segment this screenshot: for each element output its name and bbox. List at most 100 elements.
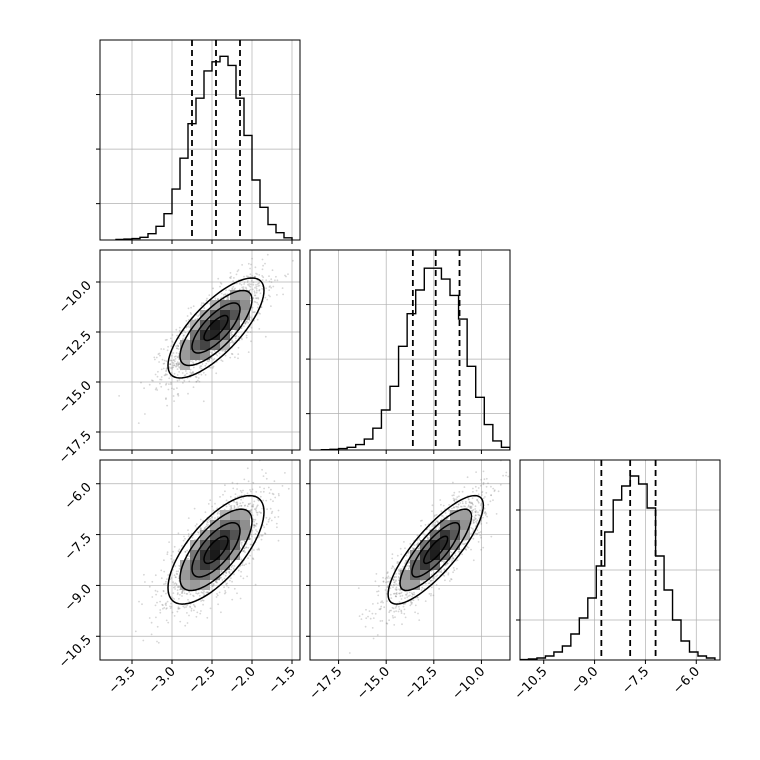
- scatter-3-vs-2-point-606: [386, 572, 389, 575]
- scatter-2-vs-1-point-386: [212, 287, 215, 290]
- scatter-2-vs-1-point-566: [165, 397, 167, 400]
- scatter-2-vs-1-point-1102: [151, 379, 153, 382]
- scatter-3-vs-1-point-1741: [265, 477, 268, 480]
- scatter-3-vs-2-point-227: [456, 496, 459, 498]
- scatter-3-vs-1-point-1005: [187, 529, 189, 531]
- scatter-2-vs-1-point-1499: [162, 362, 165, 365]
- scatter-3-vs-2-point-978: [398, 592, 401, 595]
- scatter-2-vs-1-point-869: [268, 275, 270, 277]
- scatter-3-vs-1-point-1075: [155, 616, 157, 619]
- scatter-3-vs-1-point-1446: [202, 599, 205, 602]
- scatter-2-vs-1-point-1319: [261, 268, 264, 271]
- scatter-3-vs-2-density: [348, 460, 510, 654]
- scatter-2-vs-1-point-1556: [189, 368, 192, 371]
- scatter-2-vs-1-point-1186: [224, 350, 226, 353]
- scatter-3-vs-2-point-761: [398, 572, 400, 575]
- scatter-2-vs-1-cell-13-14: [230, 300, 240, 310]
- scatter-3-vs-1-point-129: [259, 486, 261, 488]
- scatter-2-vs-1-point-377: [231, 287, 234, 290]
- scatter-3-vs-1-point-1513: [239, 597, 242, 600]
- scatter-3-vs-2-point-876: [460, 505, 463, 508]
- scatter-3-vs-1-point-235: [257, 547, 260, 550]
- scatter-2-vs-1-point-1677: [255, 297, 257, 300]
- scatter-3-vs-2-point-936: [452, 557, 455, 560]
- scatter-2-vs-1-point-491: [208, 360, 211, 362]
- scatter-3-vs-2-point-1089: [466, 476, 469, 479]
- scatter-3-vs-1-point-957: [219, 496, 221, 498]
- scatter-3-vs-2-point-862: [409, 543, 412, 545]
- scatter-2-vs-1-point-823: [198, 314, 201, 316]
- scatter-3-vs-1-point-825: [197, 532, 200, 534]
- scatter-2-vs-1-point-189: [155, 356, 158, 359]
- scatter-3-vs-1-cell-8-7: [180, 580, 190, 590]
- scatter-3-vs-1-point-347: [243, 504, 246, 507]
- scatter-2-vs-1-point-652: [241, 338, 243, 341]
- scatter-3-vs-2-point-1071: [404, 568, 407, 570]
- scatter-3-vs-2-point-1048: [396, 554, 399, 557]
- scatter-3-vs-1-point-1019: [214, 580, 217, 583]
- scatter-3-vs-2-point-122: [483, 512, 486, 515]
- scatter-2-vs-1-point-1132: [253, 292, 256, 294]
- scatter-2-vs-1-point-1227: [254, 301, 257, 303]
- scatter-2-vs-1-point-1151: [176, 364, 179, 367]
- scatter-3-vs-1-cell-10-7: [200, 580, 210, 590]
- scatter-3-vs-2-point-434: [442, 515, 444, 517]
- scatter-3-vs-2-point-294: [395, 604, 398, 607]
- scatter-2-vs-1-point-965: [203, 307, 206, 310]
- scatter-3-vs-2-point-997: [453, 499, 455, 502]
- scatter-3-vs-2-point-259: [461, 500, 464, 503]
- scatter-3-vs-1-point-1007: [272, 500, 274, 503]
- scatter-3-vs-1-point-1256: [172, 586, 175, 589]
- scatter-3-vs-1-point-1762: [264, 532, 266, 535]
- scatter-3-vs-1-point-744: [268, 492, 271, 494]
- scatter-2-vs-1-point-725: [207, 360, 210, 363]
- scatter-3-vs-1-point-1580: [154, 589, 157, 592]
- scatter-3-vs-1-point-565: [255, 507, 258, 509]
- scatter-3-vs-1-point-782: [166, 553, 169, 556]
- scatter-3-vs-2-point-640: [480, 523, 483, 525]
- scatter-2-vs-1-point-753: [165, 398, 167, 400]
- scatter-3-vs-1-point-1277: [174, 582, 177, 584]
- scatter-2-vs-1-point-1221: [262, 264, 264, 267]
- hist-param-1-bar-10: [196, 98, 204, 240]
- scatter-2-vs-1-ytick-label-0: −17.5: [56, 428, 95, 467]
- scatter-3-vs-1-point-1763: [216, 507, 219, 510]
- scatter-2-vs-1-point-258: [247, 262, 250, 265]
- scatter-3-vs-1-point-139: [262, 490, 265, 493]
- scatter-3-vs-2-point-825: [431, 525, 434, 527]
- scatter-3-vs-1-point-945: [164, 582, 167, 585]
- scatter-3-vs-2-point-785: [378, 608, 381, 611]
- hist-param-1-bars: [115, 40, 293, 240]
- scatter-3-vs-1-cell-12-10: [220, 550, 230, 560]
- scatter-2-vs-1-point-1167: [160, 368, 163, 371]
- scatter-2-vs-1-point-1452: [253, 275, 256, 278]
- scatter-2-vs-1-point-1292: [177, 348, 180, 350]
- scatter-3-vs-2-point-658: [444, 512, 447, 514]
- scatter-2-vs-1-point-1579: [234, 335, 237, 338]
- hist-param-2-bar-8: [390, 386, 399, 450]
- scatter-2-vs-1-point-1211: [211, 367, 214, 369]
- scatter-3-vs-2-point-908: [395, 586, 398, 589]
- scatter-3-vs-1-point-454: [241, 564, 244, 566]
- scatter-2-vs-1-point-1302: [195, 380, 198, 383]
- scatter-3-vs-1-contour-3: [167, 494, 265, 605]
- scatter-3-vs-1-point-1466: [172, 581, 175, 584]
- scatter-3-vs-2-point-1028: [386, 622, 389, 625]
- scatter-3-vs-2-point-688: [393, 592, 395, 595]
- scatter-2-vs-1-contour-1: [191, 302, 241, 354]
- scatter-2-vs-1-point-670: [258, 284, 261, 287]
- scatter-2-vs-1-point-443: [258, 328, 261, 330]
- scatter-2-vs-1-point-1607: [259, 312, 261, 315]
- scatter-2-vs-1-point-669: [247, 275, 250, 278]
- scatter-3-vs-2-point-808: [470, 532, 472, 535]
- scatter-2-vs-1-point-667: [274, 279, 276, 282]
- scatter-3-vs-1-point-992: [236, 592, 238, 595]
- scatter-3-vs-2-point-763: [414, 611, 416, 614]
- scatter-3-vs-1-point-389: [159, 600, 162, 603]
- scatter-3-vs-1-point-10: [268, 518, 270, 521]
- scatter-2-vs-1-point-1264: [159, 354, 161, 357]
- scatter-3-vs-1-ytick-label-0: −10.5: [56, 632, 95, 671]
- scatter-3-vs-2-point-689: [397, 610, 400, 613]
- scatter-2-vs-1-point-811: [163, 374, 166, 377]
- scatter-3-vs-1-xtick-label-3: −2.0: [226, 664, 259, 697]
